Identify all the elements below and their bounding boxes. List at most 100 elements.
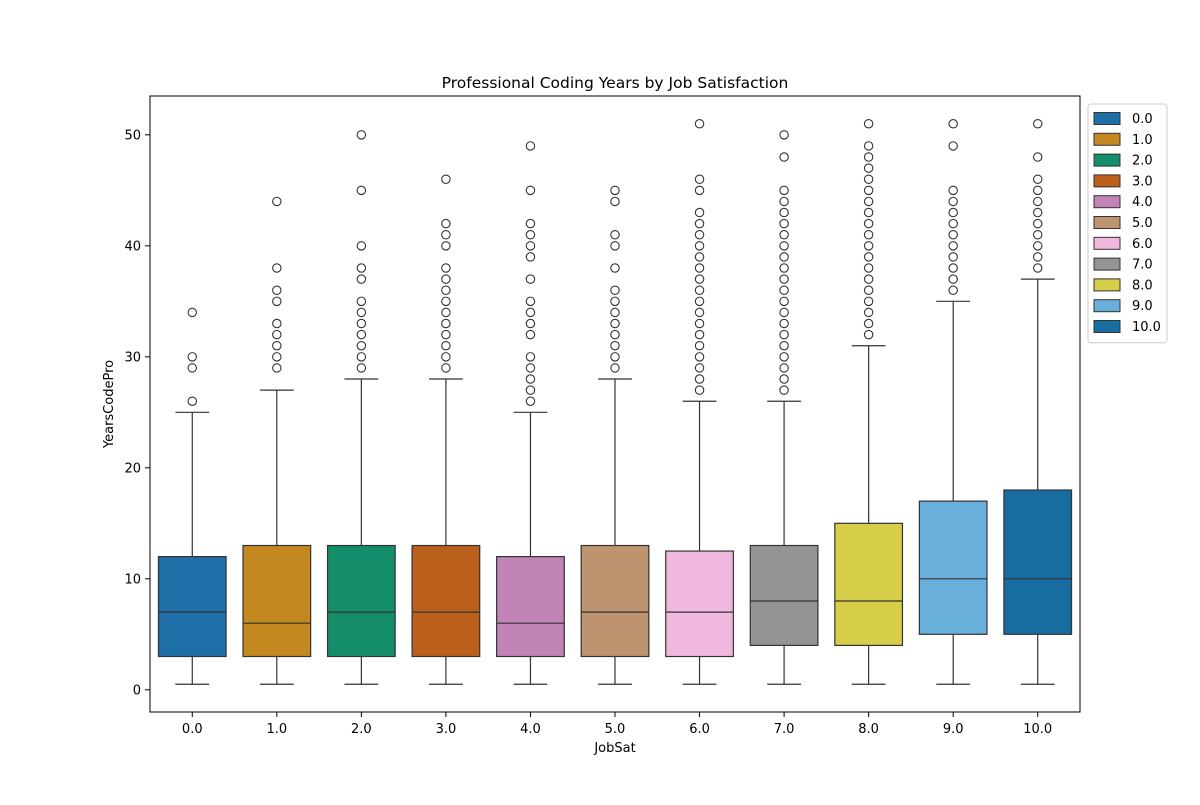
box-1 (242, 544, 312, 658)
outlier-point-7-15 (779, 218, 789, 229)
outlier-point-3-10 (441, 241, 451, 251)
outlier-point-1-1 (272, 352, 282, 362)
outlier-point-6-14 (694, 229, 705, 240)
outlier-point-3-4 (441, 318, 451, 329)
outlier-point-2-8 (356, 263, 367, 273)
outlier-point-6-0 (694, 385, 705, 395)
outlier-point-9-5 (948, 229, 958, 240)
outlier-point-8-18 (863, 118, 874, 129)
outlier-point-9-0 (948, 285, 958, 295)
legend-label-2: 2.0 (1132, 154, 1153, 169)
outlier-point-9-3 (948, 252, 958, 262)
outlier-point-7-4 (779, 340, 789, 351)
outlier-point-4-13 (525, 218, 536, 229)
outlier-point-5-5 (610, 307, 620, 318)
outlier-point-6-1 (694, 374, 705, 384)
outlier-point-4-6 (525, 318, 536, 329)
outlier-point-7-6 (779, 318, 789, 329)
box-group-2 (326, 130, 396, 685)
outlier-point-7-12 (779, 252, 789, 262)
box-2 (326, 544, 396, 658)
outlier-point-1-6 (272, 285, 282, 295)
outlier-point-4-7 (525, 307, 536, 318)
x-axis: 0.0 1.0 2.0 3.0 4.0 5.0 6.0 7.0 8.0 9.0 10.0 (182, 712, 1052, 737)
plot-layer (157, 118, 1073, 685)
outlier-point-0-2 (187, 352, 198, 362)
y-tick-label-1: 10 (124, 572, 141, 587)
box-group-7 (749, 130, 819, 685)
outlier-point-9-1 (948, 274, 958, 284)
chart-title: Professional Coding Years by Job Satisfa… (442, 74, 789, 92)
outlier-point-2-0 (356, 363, 367, 373)
outlier-point-3-12 (441, 218, 451, 229)
outlier-point-2-4 (356, 318, 367, 329)
outlier-point-4-11 (525, 241, 536, 251)
outlier-point-2-5 (356, 307, 367, 318)
outlier-point-8-10 (863, 218, 874, 229)
box-group-8 (834, 118, 904, 685)
outlier-point-1-7 (272, 263, 282, 273)
outlier-point-5-0 (610, 363, 620, 373)
outlier-point-3-8 (441, 274, 451, 284)
outlier-point-6-17 (694, 185, 705, 196)
outlier-point-1-3 (272, 329, 282, 340)
outlier-point-8-0 (863, 329, 874, 340)
outlier-point-6-6 (694, 318, 705, 329)
legend-swatch-10 (1093, 320, 1121, 333)
outlier-point-7-19 (779, 152, 789, 162)
y-tick-label-2: 20 (124, 461, 141, 476)
outlier-point-7-0 (779, 385, 789, 395)
outlier-point-9-6 (948, 218, 958, 229)
legend-label-3: 3.0 (1132, 174, 1153, 189)
outlier-point-6-8 (694, 296, 705, 307)
outlier-point-7-7 (779, 307, 789, 318)
x-tick-label-9: 9.0 (943, 722, 964, 737)
y-tick-label-3: 30 (124, 350, 141, 365)
outlier-point-8-16 (863, 152, 874, 162)
outlier-point-7-2 (779, 363, 789, 373)
outlier-point-4-9 (525, 274, 536, 284)
box-7 (749, 544, 819, 647)
box-9 (918, 500, 988, 635)
outlier-point-6-4 (694, 340, 705, 351)
outlier-point-3-6 (441, 296, 451, 307)
legend-swatch-2 (1093, 153, 1121, 167)
box-group-10 (1003, 118, 1073, 685)
outlier-point-6-18 (694, 174, 705, 184)
box-group-5 (580, 185, 650, 685)
outlier-point-10-1 (1032, 252, 1043, 262)
x-tick-label-10: 10.0 (1023, 722, 1052, 737)
outlier-point-2-7 (356, 274, 367, 284)
outlier-point-8-11 (863, 207, 874, 218)
outlier-point-5-9 (610, 241, 620, 251)
legend-label-0: 0.0 (1132, 112, 1153, 127)
outlier-point-9-10 (948, 141, 958, 151)
outlier-point-1-2 (272, 340, 282, 351)
outlier-point-8-6 (863, 263, 874, 273)
outlier-point-8-8 (863, 241, 874, 251)
outlier-point-0-1 (187, 363, 198, 373)
outlier-point-4-5 (525, 329, 536, 340)
outlier-point-7-3 (779, 352, 789, 362)
outlier-point-7-17 (779, 196, 789, 207)
outlier-point-1-8 (272, 196, 282, 207)
legend-swatch-9 (1093, 299, 1121, 313)
x-tick-label-8: 8.0 (858, 722, 879, 737)
outlier-point-2-2 (356, 340, 367, 351)
outlier-point-6-19 (694, 118, 705, 129)
outlier-point-8-13 (863, 185, 874, 196)
box-group-6 (665, 118, 734, 685)
outlier-point-7-9 (779, 285, 789, 295)
outlier-point-8-3 (863, 296, 874, 307)
outlier-point-9-7 (948, 207, 958, 218)
outlier-point-4-4 (525, 352, 536, 362)
outlier-point-3-3 (441, 329, 451, 340)
outlier-point-4-8 (525, 296, 536, 307)
outlier-point-8-1 (863, 318, 874, 329)
outlier-point-8-17 (863, 141, 874, 151)
outlier-point-2-6 (356, 296, 367, 307)
legend-label-5: 5.0 (1132, 216, 1153, 231)
x-tick-label-1: 1.0 (266, 722, 287, 737)
legend-label-9: 9.0 (1132, 299, 1153, 314)
outlier-point-0-3 (187, 307, 198, 318)
